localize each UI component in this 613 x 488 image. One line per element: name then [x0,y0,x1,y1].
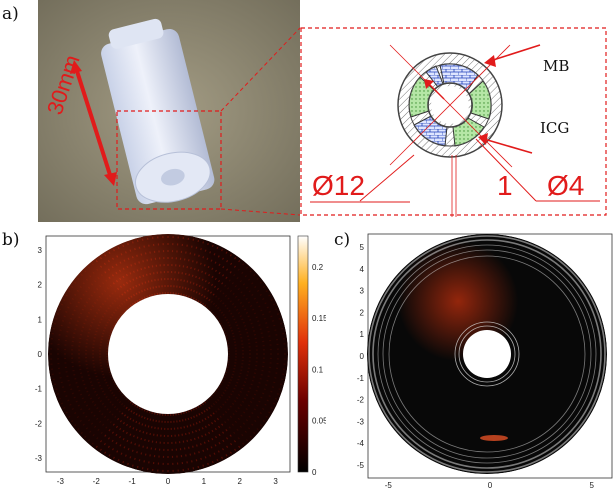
plot-b: -3 -2 -1 0 1 2 3 3 2 1 0 -1 -2 -3 0.2 0.15 0.1 0.05 0 [35,234,326,486]
colorbar-tick-label: 0.1 [312,365,324,374]
colorbar-tick-label: 0.2 [312,263,324,272]
inner-diameter-label: Ø4 [547,170,585,201]
echo-ring [377,244,597,464]
y-tick-label: 2 [360,308,365,317]
x-tick-label: 5 [589,481,594,488]
icg-label: ICG [540,119,570,137]
echo-ring [372,239,602,469]
y-tick-label: 2 [38,281,43,290]
echo-ring [388,255,586,453]
x-tick-label: 1 [202,477,207,486]
echo-ring [382,249,592,459]
echo-ring [454,321,520,387]
colorbar-tick-label: 0.15 [312,314,326,323]
panel-a-label: a) [2,4,19,24]
panel-b-label: b) [2,230,20,250]
y-tick-label: -5 [357,461,365,470]
x-tick-label: -5 [385,481,393,488]
wall-thickness-label: 1 [497,170,513,201]
y-tick-label: -1 [357,374,365,383]
y-tick-label: 1 [360,330,365,339]
colorbar-tick-label: 0.05 [312,417,326,426]
colorbar-tick-label: 0 [312,468,317,477]
y-tick-label: 0 [360,352,365,361]
x-tick-label: 0 [166,477,171,486]
x-tick-label: -3 [57,477,65,486]
y-tick-label: 0 [38,350,43,359]
y-tick-label: 3 [360,287,365,296]
y-tick-label: 3 [38,246,43,255]
x-tick-label: -2 [93,477,101,486]
mb-label: MB [543,57,570,75]
phantom-cylinder [101,18,215,205]
panel-c-label: c) [334,230,351,250]
y-tick-label: 5 [360,243,365,252]
echo-spot [480,435,508,441]
y-tick-label: -4 [357,439,365,448]
x-tick-label: 3 [273,477,278,486]
x-tick-label: 2 [238,477,243,486]
echo-ring [368,235,606,473]
outer-diameter-label: Ø12 [312,170,365,201]
y-tick-label: -2 [35,419,43,428]
y-tick-label: -3 [357,417,365,426]
zoom-connectors [220,27,301,216]
x-tick-label: -1 [129,477,137,486]
y-tick-label: 1 [38,315,43,324]
y-tick-label: -2 [357,396,365,405]
y-tick-label: -3 [35,454,43,463]
y-tick-label: -1 [35,385,43,394]
echo-ring [458,325,516,383]
phantom-photo [38,0,300,222]
x-tick-label: 0 [488,481,493,488]
y-tick-label: 4 [360,265,365,274]
plot-c: -5 0 5 5 4 3 2 1 0 -1 -2 -3 -4 -5 [357,233,613,488]
phantom-schematic [300,27,607,217]
